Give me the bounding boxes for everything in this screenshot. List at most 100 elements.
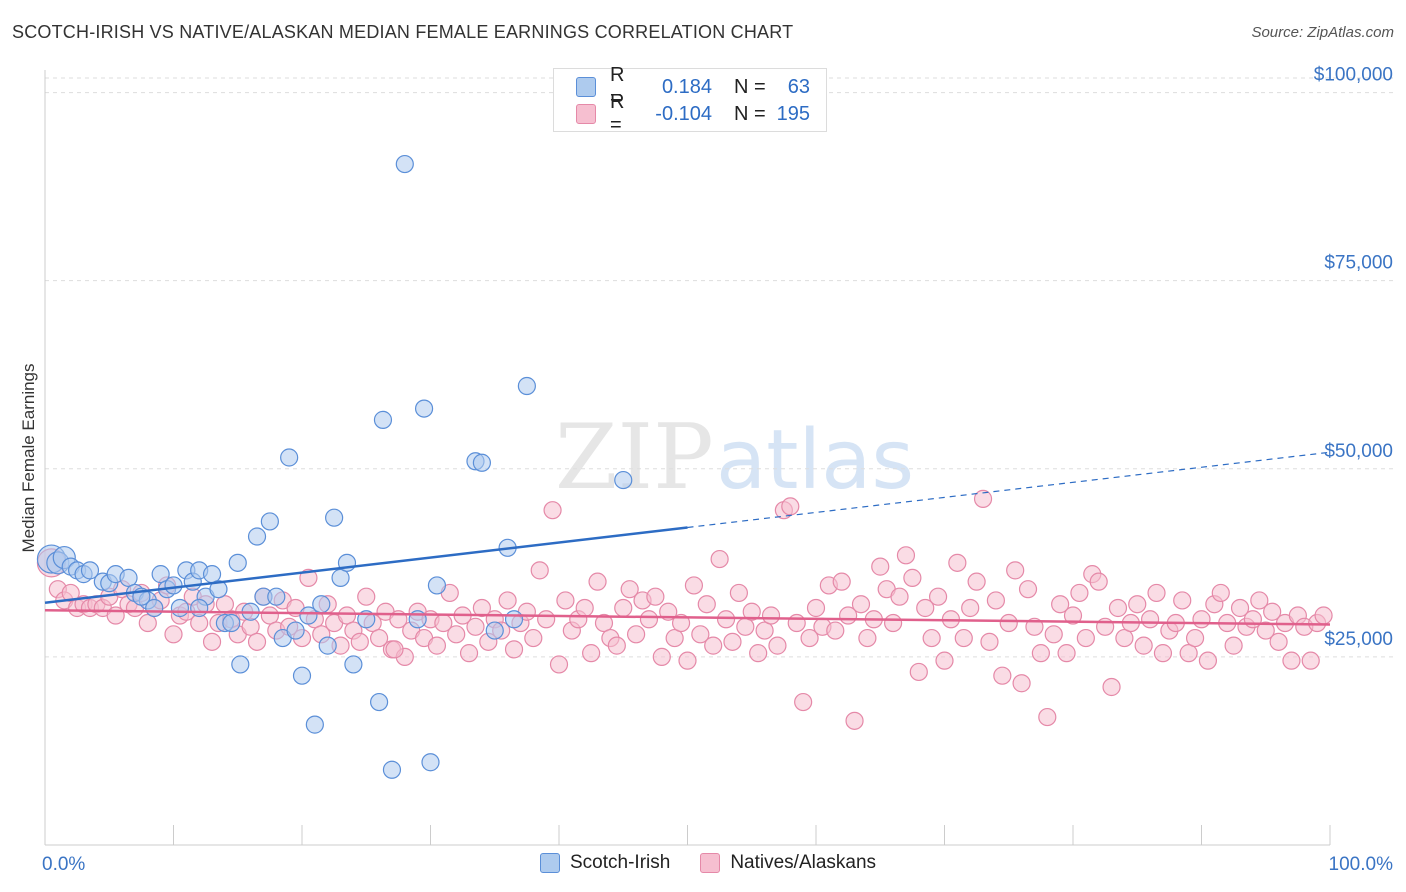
blue-swatch — [540, 853, 560, 873]
data-point — [710, 549, 729, 569]
data-point — [286, 621, 305, 640]
data-point — [626, 625, 646, 644]
x-tick-label-min: 0.0% — [42, 854, 85, 875]
y-axis-title: Median Female Earnings — [19, 364, 38, 553]
legend-item-natives-alaskans[interactable]: Natives/Alaskans — [700, 852, 876, 874]
data-point — [472, 453, 491, 472]
data-point — [935, 651, 954, 670]
data-point — [973, 489, 993, 508]
y-tick-label: $25,000 — [1324, 629, 1393, 650]
series-natives-alaskans — [36, 489, 1333, 730]
data-point — [1018, 580, 1038, 599]
data-point — [1314, 606, 1333, 625]
data-point — [646, 587, 665, 606]
data-point — [337, 606, 357, 625]
data-point — [761, 606, 781, 625]
series-legend: Scotch-Irish Natives/Alaskans — [540, 852, 906, 874]
data-point — [723, 632, 742, 651]
data-point — [472, 598, 491, 618]
data-point — [954, 628, 973, 648]
data-point — [607, 636, 626, 655]
data-point — [1282, 651, 1301, 670]
data-point — [704, 636, 723, 655]
data-point — [916, 598, 935, 618]
data-point — [292, 666, 312, 685]
data-point — [1198, 651, 1218, 670]
data-point — [1153, 644, 1173, 663]
data-point — [385, 640, 404, 659]
data-point — [395, 154, 414, 174]
data-point — [1076, 628, 1095, 648]
data-point — [896, 546, 916, 565]
data-point — [151, 565, 170, 584]
data-point — [736, 617, 755, 636]
r-label: R = — [610, 64, 625, 109]
data-point — [697, 595, 716, 614]
data-point — [556, 591, 575, 610]
data-point — [999, 613, 1018, 633]
data-point — [903, 568, 922, 587]
watermark-zip: ZIP — [555, 405, 714, 510]
data-point — [1269, 632, 1288, 651]
data-point — [1063, 606, 1083, 625]
data-point — [466, 617, 485, 636]
n-label: N = — [734, 102, 766, 125]
data-point — [414, 399, 434, 418]
data-point — [1173, 591, 1192, 610]
y-tick-label: $50,000 — [1324, 441, 1393, 462]
data-point — [164, 576, 183, 595]
data-point — [1147, 583, 1166, 603]
data-point — [980, 632, 999, 651]
data-point — [665, 628, 684, 648]
blue-swatch — [576, 77, 596, 97]
data-point — [485, 621, 504, 640]
data-point — [344, 655, 363, 674]
data-point — [845, 711, 864, 730]
legend-label: Natives/Alaskans — [730, 852, 877, 873]
data-point — [1012, 674, 1031, 693]
data-point — [260, 606, 279, 625]
data-point — [247, 632, 267, 651]
data-point — [948, 553, 967, 572]
trend-line-scotch-irish-extension — [687, 451, 1331, 529]
data-point — [537, 610, 556, 629]
series-scotch-irish — [36, 154, 633, 779]
data-point — [447, 625, 466, 644]
data-point — [678, 651, 697, 670]
axis-labels: $25,000 $50,000 $75,000 $100,000 0.0% 100.0% M… — [19, 65, 1393, 875]
data-point — [1038, 707, 1057, 727]
grid-lines — [45, 77, 1395, 658]
data-point — [517, 376, 536, 396]
data-point — [421, 753, 440, 772]
legend-item-scotch-irish[interactable]: Scotch-Irish — [540, 852, 670, 874]
legend-row-natives-alaskans: R = -0.104 N = 195 — [576, 91, 810, 136]
data-point — [781, 497, 800, 516]
r-label: R = — [610, 91, 625, 136]
data-point — [639, 610, 659, 629]
data-point — [427, 636, 447, 655]
data-point — [1192, 610, 1211, 629]
data-point — [729, 583, 749, 603]
data-point — [716, 610, 736, 629]
data-point — [1006, 561, 1025, 580]
data-point — [331, 568, 350, 587]
data-point — [755, 621, 774, 640]
data-point — [305, 715, 324, 734]
data-point — [247, 527, 267, 546]
data-point — [871, 557, 890, 576]
data-point — [504, 640, 524, 659]
data-point — [928, 587, 948, 606]
data-point — [190, 598, 209, 618]
data-point — [427, 576, 447, 595]
data-point — [883, 613, 903, 633]
data-point — [588, 572, 607, 591]
data-point — [357, 587, 376, 606]
data-point — [299, 568, 318, 587]
data-point — [202, 565, 222, 584]
data-point — [1301, 651, 1320, 670]
r-value: 0.184 — [661, 75, 712, 98]
data-point — [1230, 598, 1250, 618]
data-point — [370, 692, 389, 712]
data-point — [504, 610, 524, 629]
data-point — [742, 602, 761, 621]
